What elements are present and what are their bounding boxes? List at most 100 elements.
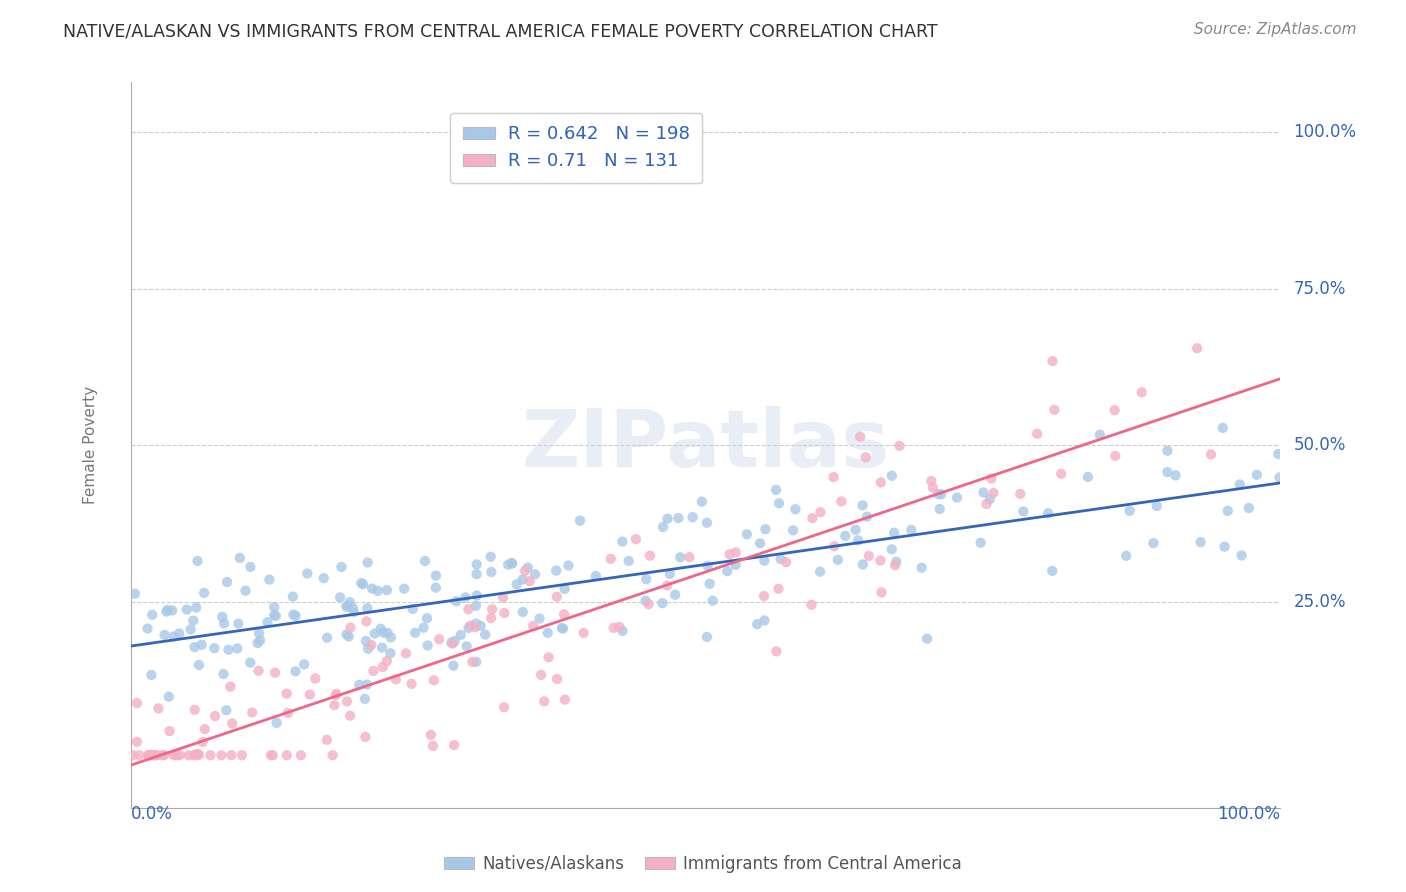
Point (983, 485, 1005, 500)
Point (329, 591, 352, 605)
Point (1230, 549, 1253, 563)
Point (354, 634, 377, 648)
Point (638, 549, 661, 563)
Point (367, 583, 389, 598)
Point (474, 627, 496, 641)
Point (516, 560, 538, 574)
Point (385, 673, 408, 687)
Point (266, 715, 288, 730)
Point (846, 533, 869, 548)
Point (1229, 477, 1251, 491)
Point (1185, 341, 1208, 355)
Point (262, 748, 284, 763)
Point (440, 636, 463, 650)
Point (427, 632, 450, 647)
Point (889, 439, 911, 453)
Point (920, 474, 942, 488)
Point (851, 499, 873, 513)
Point (370, 622, 392, 636)
Point (392, 582, 415, 596)
Point (264, 609, 287, 624)
Point (557, 558, 579, 573)
Point (546, 590, 568, 604)
Point (284, 665, 307, 679)
Point (446, 594, 468, 608)
Point (870, 585, 893, 599)
Point (1164, 468, 1187, 483)
Point (752, 589, 775, 603)
Point (1199, 447, 1222, 461)
Point (264, 665, 287, 680)
Point (537, 650, 560, 665)
Point (922, 481, 945, 495)
Point (668, 511, 690, 525)
Point (209, 748, 232, 763)
Point (1156, 443, 1178, 458)
Point (229, 550, 252, 565)
Point (183, 748, 205, 763)
Point (1212, 421, 1234, 435)
Point (465, 567, 488, 582)
Point (690, 494, 713, 508)
Point (456, 640, 478, 654)
Point (569, 514, 592, 528)
Point (669, 550, 692, 565)
Point (169, 748, 191, 763)
Point (342, 601, 364, 615)
Point (664, 588, 686, 602)
Point (976, 497, 998, 511)
Point (259, 573, 281, 587)
Point (494, 606, 516, 620)
Point (356, 556, 378, 570)
Point (441, 658, 464, 673)
Point (339, 621, 361, 635)
Point (884, 558, 907, 573)
Point (373, 625, 395, 640)
Point (782, 524, 804, 538)
Point (339, 708, 361, 723)
Point (652, 520, 675, 534)
Point (143, 748, 166, 763)
Point (522, 619, 544, 633)
Point (1216, 504, 1239, 518)
Point (928, 502, 950, 516)
Point (276, 748, 298, 763)
Point (465, 599, 488, 613)
Point (356, 615, 378, 629)
Point (801, 511, 824, 525)
Point (226, 641, 249, 656)
Point (354, 730, 377, 744)
Point (401, 677, 423, 691)
Point (450, 628, 472, 642)
Text: NATIVE/ALASKAN VS IMMIGRANTS FROM CENTRAL AMERICA FEMALE POVERTY CORRELATION CHA: NATIVE/ALASKAN VS IMMIGRANTS FROM CENTRA… (63, 22, 938, 40)
Point (845, 523, 868, 537)
Point (186, 600, 208, 615)
Point (636, 572, 658, 586)
Point (768, 582, 790, 596)
Point (657, 511, 679, 525)
Point (856, 509, 879, 524)
Point (765, 644, 787, 658)
Point (184, 703, 207, 717)
Point (263, 608, 285, 623)
Point (124, 587, 146, 601)
Text: Source: ZipAtlas.com: Source: ZipAtlas.com (1194, 22, 1357, 37)
Point (1246, 467, 1268, 482)
Point (529, 611, 551, 625)
Point (785, 502, 807, 516)
Point (599, 551, 621, 566)
Point (443, 738, 465, 752)
Point (546, 672, 568, 686)
Point (125, 735, 148, 749)
Point (212, 616, 235, 631)
Point (1077, 470, 1099, 484)
Point (316, 631, 339, 645)
Point (612, 624, 634, 638)
Point (441, 636, 464, 650)
Point (354, 692, 377, 706)
Point (212, 667, 235, 681)
Point (153, 628, 176, 642)
Point (416, 639, 439, 653)
Point (138, 748, 160, 763)
Point (177, 748, 200, 763)
